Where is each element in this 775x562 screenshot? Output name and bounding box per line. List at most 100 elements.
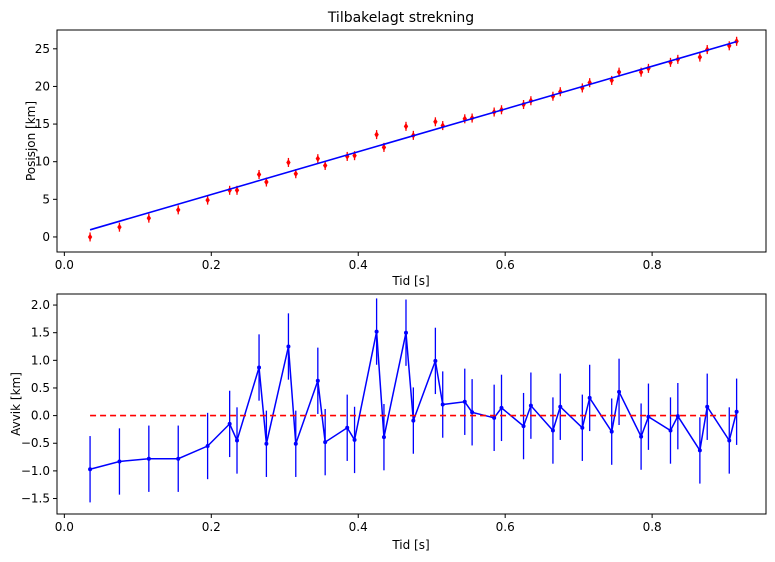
deviation-data-point [117,459,122,464]
position-data-point [580,84,585,92]
deviation-data-point [639,434,644,439]
deviation-data-point [264,441,269,446]
position-data-point [322,161,328,169]
position-data-point [205,196,210,204]
deviation-data-point [146,456,151,461]
bottom-x-tick-label: 0.4 [349,520,368,534]
top-chart-title: Tilbakelagt strekning [327,10,474,26]
deviation-data-point [587,395,592,400]
position-data-point [234,186,240,194]
position-data-point [286,158,291,166]
deviation-data-point [609,429,614,434]
top-y-axis-label: Posisjon [km] [24,101,38,181]
deviation-data-point [345,425,350,430]
bottom-axes-frame [56,293,767,515]
bottom-y-tick-label: 1.0 [31,353,50,367]
position-data-point [315,155,321,163]
top-x-axis-label: Tid [s] [391,274,429,288]
top-y-tick-label: 20 [35,79,50,93]
deviation-data-point [558,404,563,409]
deviation-data-point [499,405,504,410]
deviation-data-point [492,415,497,420]
position-data-point [587,79,592,87]
top-y-tick-label: 15 [35,117,50,131]
bottom-x-tick-label: 0.0 [55,520,74,534]
deviation-data-point [470,410,475,415]
top-y-tick-label: 0 [42,230,50,244]
deviation-data-point [580,425,585,430]
deviation-data-point [675,414,680,419]
bottom-y-tick-label: 0.5 [31,381,50,395]
bottom-ticks: 0.0 0.2 0.4 0.6 0.8 −1.5 −1.0 −0.5 0.0 0.5 1.0 1.5 2… [21,298,662,534]
deviation-data-point [617,389,622,394]
deviation-data-point [227,421,232,426]
deviation-data-point [293,441,298,446]
position-data-point [87,233,93,241]
deviation-data-point [646,414,651,419]
bottom-y-tick-label: 1.5 [31,326,50,340]
position-data-point [638,68,644,76]
deviation-data-point [315,378,320,383]
top-x-tick-label: 0.0 [55,258,74,272]
deviation-data-point [411,418,416,423]
top-x-tick-label: 0.2 [202,258,221,272]
position-data-point [264,178,269,186]
top-axes-frame [56,29,767,253]
position-data-point [176,206,181,214]
top-ticks: 0.0 0.2 0.4 0.6 0.8 0 5 10 15 20 25 [35,42,662,272]
deviation-data-point [235,438,240,443]
top-axes: Tilbakelagt strekning 0.0 0.2 0.4 0.6 0.8 0 5 1… [24,10,767,288]
deviation-data-point [381,435,386,440]
bottom-x-tick-label: 0.8 [643,520,662,534]
top-x-tick-label: 0.8 [643,258,662,272]
deviation-data-point [550,428,555,433]
bottom-y-tick-label: −1.0 [21,464,50,478]
position-data-point [381,143,387,151]
deviation-data-point [323,440,328,445]
top-x-tick-label: 0.6 [496,258,515,272]
top-y-tick-label: 25 [35,42,50,56]
position-data-point [697,53,703,61]
deviation-data-point [668,428,673,433]
deviation-data-point [727,438,732,443]
bottom-x-axis-label: Tid [s] [391,538,429,552]
top-y-tick-label: 10 [35,155,50,169]
fit-line [89,40,737,231]
deviation-data-point [205,444,210,449]
bottom-y-tick-label: −1.5 [21,492,50,506]
position-data-point [433,118,438,126]
deviation-data-point [352,437,357,442]
position-data-point [374,131,379,139]
bottom-y-axis-label: Avvik [km] [9,372,23,436]
deviation-data-point [521,424,526,429]
position-data-point [146,214,152,222]
bottom-x-tick-label: 0.2 [202,520,221,534]
bottom-y-tick-label: 0.0 [31,409,50,423]
top-y-tick-label: 5 [42,192,50,206]
deviation-data-point [734,409,739,414]
position-data-point [256,170,262,178]
bottom-y-tick-label: −0.5 [21,436,50,450]
position-data-point [293,170,298,178]
deviation-data-point [462,399,467,404]
deviation-data-point [176,456,181,461]
deviation-data-point [705,404,710,409]
deviation-data-point [257,365,262,370]
position-data-point [403,122,409,130]
position-data-point [616,68,622,76]
position-data-point [550,92,556,100]
deviation-data-point [88,467,93,472]
deviation-data-point [440,402,445,407]
bottom-x-tick-label: 0.6 [496,520,515,534]
position-data-point [734,37,739,45]
bottom-y-tick-label: 2.0 [31,298,50,312]
deviation-data-point [528,403,533,408]
deviation-data-point [433,358,438,363]
top-x-tick-label: 0.4 [349,258,368,272]
bottom-axes: 0.0 0.2 0.4 0.6 0.8 −1.5 −1.0 −0.5 0.0 0.5 1.0 1.5 2… [9,293,767,552]
top-plot-area [87,36,739,242]
bottom-plot-area [88,298,739,503]
deviation-data-point [374,329,379,334]
